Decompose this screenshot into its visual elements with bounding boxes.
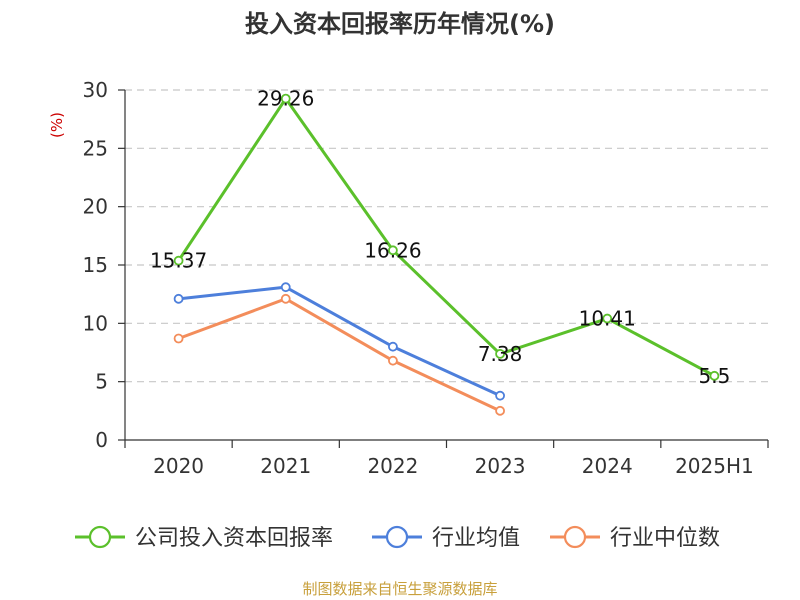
data-point (280, 93, 291, 104)
legend[interactable]: 公司投入资本回报率 行业均值 行业中位数 (75, 525, 720, 551)
data-point (173, 293, 184, 304)
data-point (388, 355, 398, 366)
y-tick-label: 30 (83, 78, 108, 102)
data-point (495, 405, 505, 416)
series-line-2 (178, 297, 501, 413)
data-label: 29.26 (257, 87, 314, 111)
data-label: 7.38 (478, 342, 523, 366)
x-tick-label: 2024 (582, 454, 633, 478)
x-tick-label: 2020 (153, 454, 204, 478)
data-label: 15.37 (150, 249, 207, 273)
data-label: 5.5 (699, 364, 731, 388)
legend-item-0[interactable]: 公司投入资本回报率 (75, 525, 333, 551)
data-label: 16.26 (364, 238, 421, 262)
data-point (280, 282, 291, 293)
legend-item-1[interactable]: 行业均值 (372, 525, 520, 551)
y-axis-label: (%) (48, 112, 66, 138)
data-labels: 15.37 29.26 16.26 7.38 10.41 5.5 (150, 87, 730, 388)
legend-label: 行业中位数 (610, 526, 720, 551)
y-tick-label: 25 (83, 136, 108, 160)
legend-swatch-marker (563, 525, 587, 549)
data-point (388, 341, 398, 352)
y-tick-label: 0 (95, 428, 108, 452)
x-tick-label: 2021 (260, 454, 311, 478)
data-point (280, 293, 291, 304)
data-point (709, 370, 720, 381)
data-point (173, 333, 184, 344)
y-tick-label: 5 (95, 370, 108, 394)
y-tick-label: 10 (83, 311, 108, 335)
y-tick-label: 15 (83, 253, 108, 277)
series-line-0 (177, 97, 716, 378)
series-group (173, 93, 720, 416)
y-tick-label: 20 (83, 195, 108, 219)
series-line-1 (178, 285, 501, 398)
data-point (602, 313, 613, 324)
data-point (495, 390, 505, 401)
x-tick-label: 2023 (475, 454, 526, 478)
data-point (173, 255, 184, 266)
source-note: 制图数据来自恒生聚源数据库 (302, 580, 497, 598)
x-tick-label: 2022 (367, 454, 418, 478)
data-label: 10.41 (579, 307, 636, 331)
data-point (495, 348, 505, 359)
axes: 0 5 10 15 20 25 30 2020 2021 2022 2023 2024 2025H1 (83, 78, 769, 478)
chart-title: 投入资本回报率历年情况(%) (245, 10, 555, 38)
x-tick-label: 2025H1 (675, 454, 754, 478)
legend-label: 行业均值 (432, 526, 520, 551)
legend-swatch-marker (88, 525, 112, 549)
data-point (388, 245, 398, 256)
gridlines (125, 89, 768, 383)
legend-swatch-marker (385, 525, 409, 549)
legend-label: 公司投入资本回报率 (135, 526, 333, 551)
legend-item-2[interactable]: 行业中位数 (550, 525, 720, 551)
